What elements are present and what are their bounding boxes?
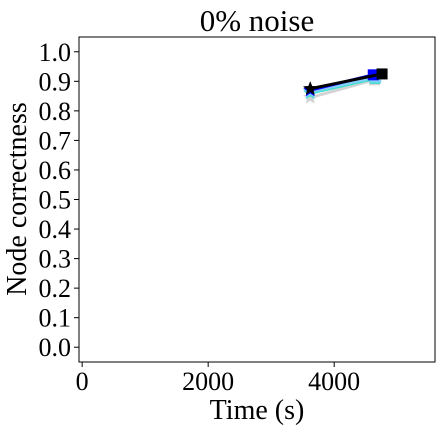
series-line — [309, 72, 383, 91]
series-line — [309, 75, 377, 94]
series-layer — [302, 68, 388, 104]
y-tick-label: 0.7 — [39, 126, 72, 155]
y-tick-label: 0.5 — [39, 186, 72, 215]
y-tick-label: 0.0 — [39, 333, 72, 362]
y-tick-label: 0.3 — [39, 245, 72, 274]
y-axis-ticks: 0.00.10.20.30.40.50.60.70.80.91.0 — [39, 38, 79, 362]
y-tick-label: 0.6 — [39, 156, 72, 185]
y-tick-label: 0.9 — [39, 67, 72, 96]
y-axis-label: Node correctness — [2, 102, 33, 296]
series-line — [309, 78, 375, 100]
x-tick-label: 4000 — [308, 367, 360, 396]
y-tick-label: 0.8 — [39, 97, 72, 126]
y-tick-label: 0.2 — [39, 274, 72, 303]
series-5 — [302, 68, 388, 95]
series-end-point — [376, 68, 388, 80]
y-tick-label: 0.4 — [39, 215, 72, 244]
x-axis-label: Time (s) — [210, 395, 305, 426]
y-tick-label: 1.0 — [39, 38, 72, 67]
x-tick-label: 2000 — [182, 367, 234, 396]
series-start-point — [302, 81, 318, 95]
series-start-point — [302, 89, 318, 104]
x-axis-ticks: 0 2000 4000 — [76, 362, 360, 396]
y-tick-label: 0.1 — [39, 304, 72, 333]
plot-area — [78, 36, 436, 363]
plot-frame — [78, 36, 436, 363]
chart-title: 0% noise — [200, 3, 315, 38]
x-tick-label: 0 — [76, 367, 89, 396]
